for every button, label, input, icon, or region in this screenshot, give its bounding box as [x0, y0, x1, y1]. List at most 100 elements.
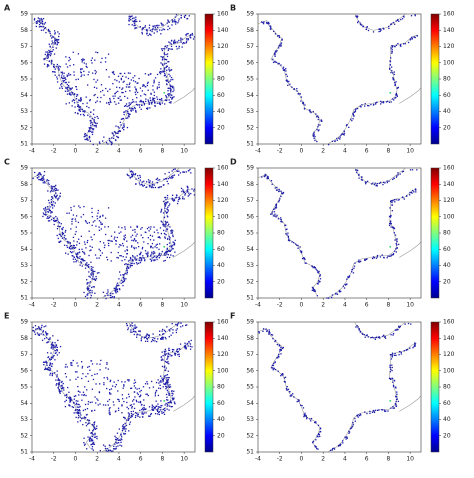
observation-dot [126, 264, 128, 266]
observation-dot [150, 412, 153, 415]
observation-dot [156, 177, 159, 179]
observation-dot [82, 258, 84, 260]
observation-dot [185, 348, 187, 350]
observation-dot [175, 41, 177, 43]
observation-dot [184, 347, 186, 349]
observation-dot [132, 171, 134, 173]
observation-dot [62, 232, 65, 235]
observation-dot [66, 83, 68, 86]
observation-dot [67, 85, 70, 87]
colorbar [430, 13, 440, 145]
observation-dot [122, 255, 124, 258]
observation-dot [35, 20, 38, 23]
coastline [327, 342, 417, 453]
map-frame [257, 167, 422, 299]
observation-dot [112, 72, 114, 74]
observation-dot [169, 93, 171, 95]
observation-dot [90, 266, 92, 268]
observation-dot [151, 30, 153, 33]
observation-dot [378, 336, 380, 338]
observation-dot [397, 18, 399, 21]
observation-dot [48, 208, 50, 211]
observation-dot [44, 367, 47, 369]
observation-dot [92, 378, 95, 381]
observation-dot [76, 255, 78, 258]
observation-dot [268, 332, 270, 334]
observation-dot [122, 81, 124, 83]
observation-dot [411, 169, 414, 171]
observation-dot [104, 61, 107, 63]
observation-dot [288, 240, 291, 242]
observation-dot [163, 52, 165, 54]
observation-dot [87, 292, 89, 295]
observation-dot [310, 111, 312, 114]
observation-dot [373, 337, 375, 339]
observation-dot [94, 69, 96, 72]
observation-dot [41, 19, 43, 21]
observation-dot [65, 252, 67, 254]
observation-dot [143, 241, 145, 243]
observation-dot [106, 292, 108, 295]
observation-dot [272, 58, 274, 60]
observation-dot [41, 339, 44, 341]
observation-dot [168, 69, 170, 71]
observation-dot [172, 241, 174, 243]
observation-dot [56, 78, 59, 80]
observation-dot [110, 450, 112, 452]
observation-dot [81, 377, 83, 380]
observation-dot [117, 136, 120, 139]
observation-dot [190, 339, 192, 342]
observation-dot [92, 143, 94, 146]
observation-dot [120, 438, 122, 440]
observation-dot [160, 33, 162, 35]
observation-dot [166, 250, 169, 253]
observation-dot [112, 83, 114, 85]
observation-dot [131, 101, 134, 103]
observation-dot [45, 361, 47, 363]
observation-dot [189, 345, 191, 348]
observation-dot [278, 36, 281, 39]
observation-dot [389, 354, 392, 356]
observation-dot [152, 408, 154, 410]
colorbar-tick-label: 100 [443, 59, 455, 66]
observation-dot [411, 37, 413, 40]
observation-dot [145, 412, 147, 414]
observation-dot [136, 233, 138, 235]
observation-dot [358, 174, 360, 177]
observation-dot [114, 92, 116, 95]
observation-dot [90, 268, 93, 270]
observation-dot [68, 247, 71, 250]
observation-dot [125, 110, 127, 112]
observation-dot [281, 373, 283, 376]
observation-dot [172, 176, 174, 179]
observation-dot [133, 248, 136, 250]
observation-dot [114, 290, 116, 292]
observation-dot [174, 353, 176, 355]
observation-dot [124, 250, 126, 252]
observation-dot [165, 388, 167, 390]
observation-dot [74, 409, 77, 412]
colorbar-tick-label: 40 [217, 416, 225, 423]
observation-dot [128, 114, 130, 116]
observation-dot [170, 79, 172, 81]
observation-dot [42, 176, 44, 178]
observation-dot [134, 21, 136, 23]
observation-dot [96, 398, 98, 400]
observation-dot [178, 196, 180, 199]
observation-dot [174, 239, 176, 242]
observation-dot [71, 92, 74, 94]
observation-dot [356, 107, 359, 110]
y-tick-label: 57 [246, 43, 254, 50]
observation-dot [159, 99, 161, 101]
observation-dot [43, 28, 46, 30]
observation-dot [181, 46, 183, 48]
observation-dot [139, 184, 141, 186]
observation-dot [410, 15, 413, 17]
observation-dot [313, 289, 315, 291]
observation-dot [118, 284, 120, 287]
observation-dot [391, 50, 393, 52]
x-tick-label: -2 [277, 456, 283, 463]
observation-dot [146, 393, 148, 395]
observation-dot [85, 65, 87, 68]
observation-dot [38, 20, 41, 22]
